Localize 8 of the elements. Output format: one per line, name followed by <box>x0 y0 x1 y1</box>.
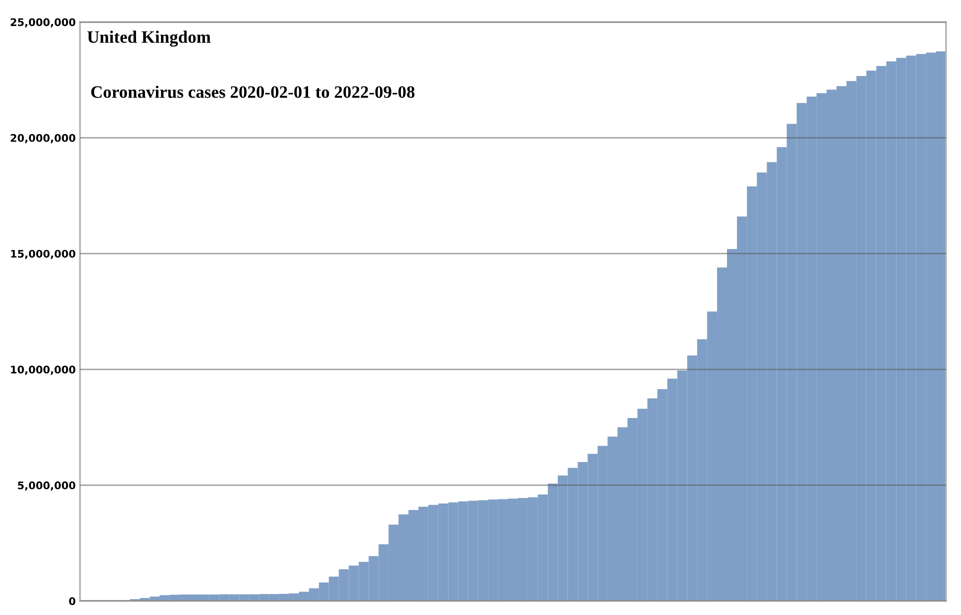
y-tick-label: 5,000,000 <box>18 481 76 491</box>
y-tick-label: 15,000,000 <box>11 250 76 260</box>
y-tick-label: 25,000,000 <box>10 18 76 28</box>
y-tick-label: 0 <box>69 597 76 606</box>
y-tick-label: 10,000,000 <box>11 366 76 375</box>
chart-title: United Kingdom <box>87 30 211 47</box>
y-tick-label: 20,000,000 <box>10 134 76 144</box>
text: Coronavirus cases 2020-02-01 to 2022-09-08 <box>91 86 415 98</box>
